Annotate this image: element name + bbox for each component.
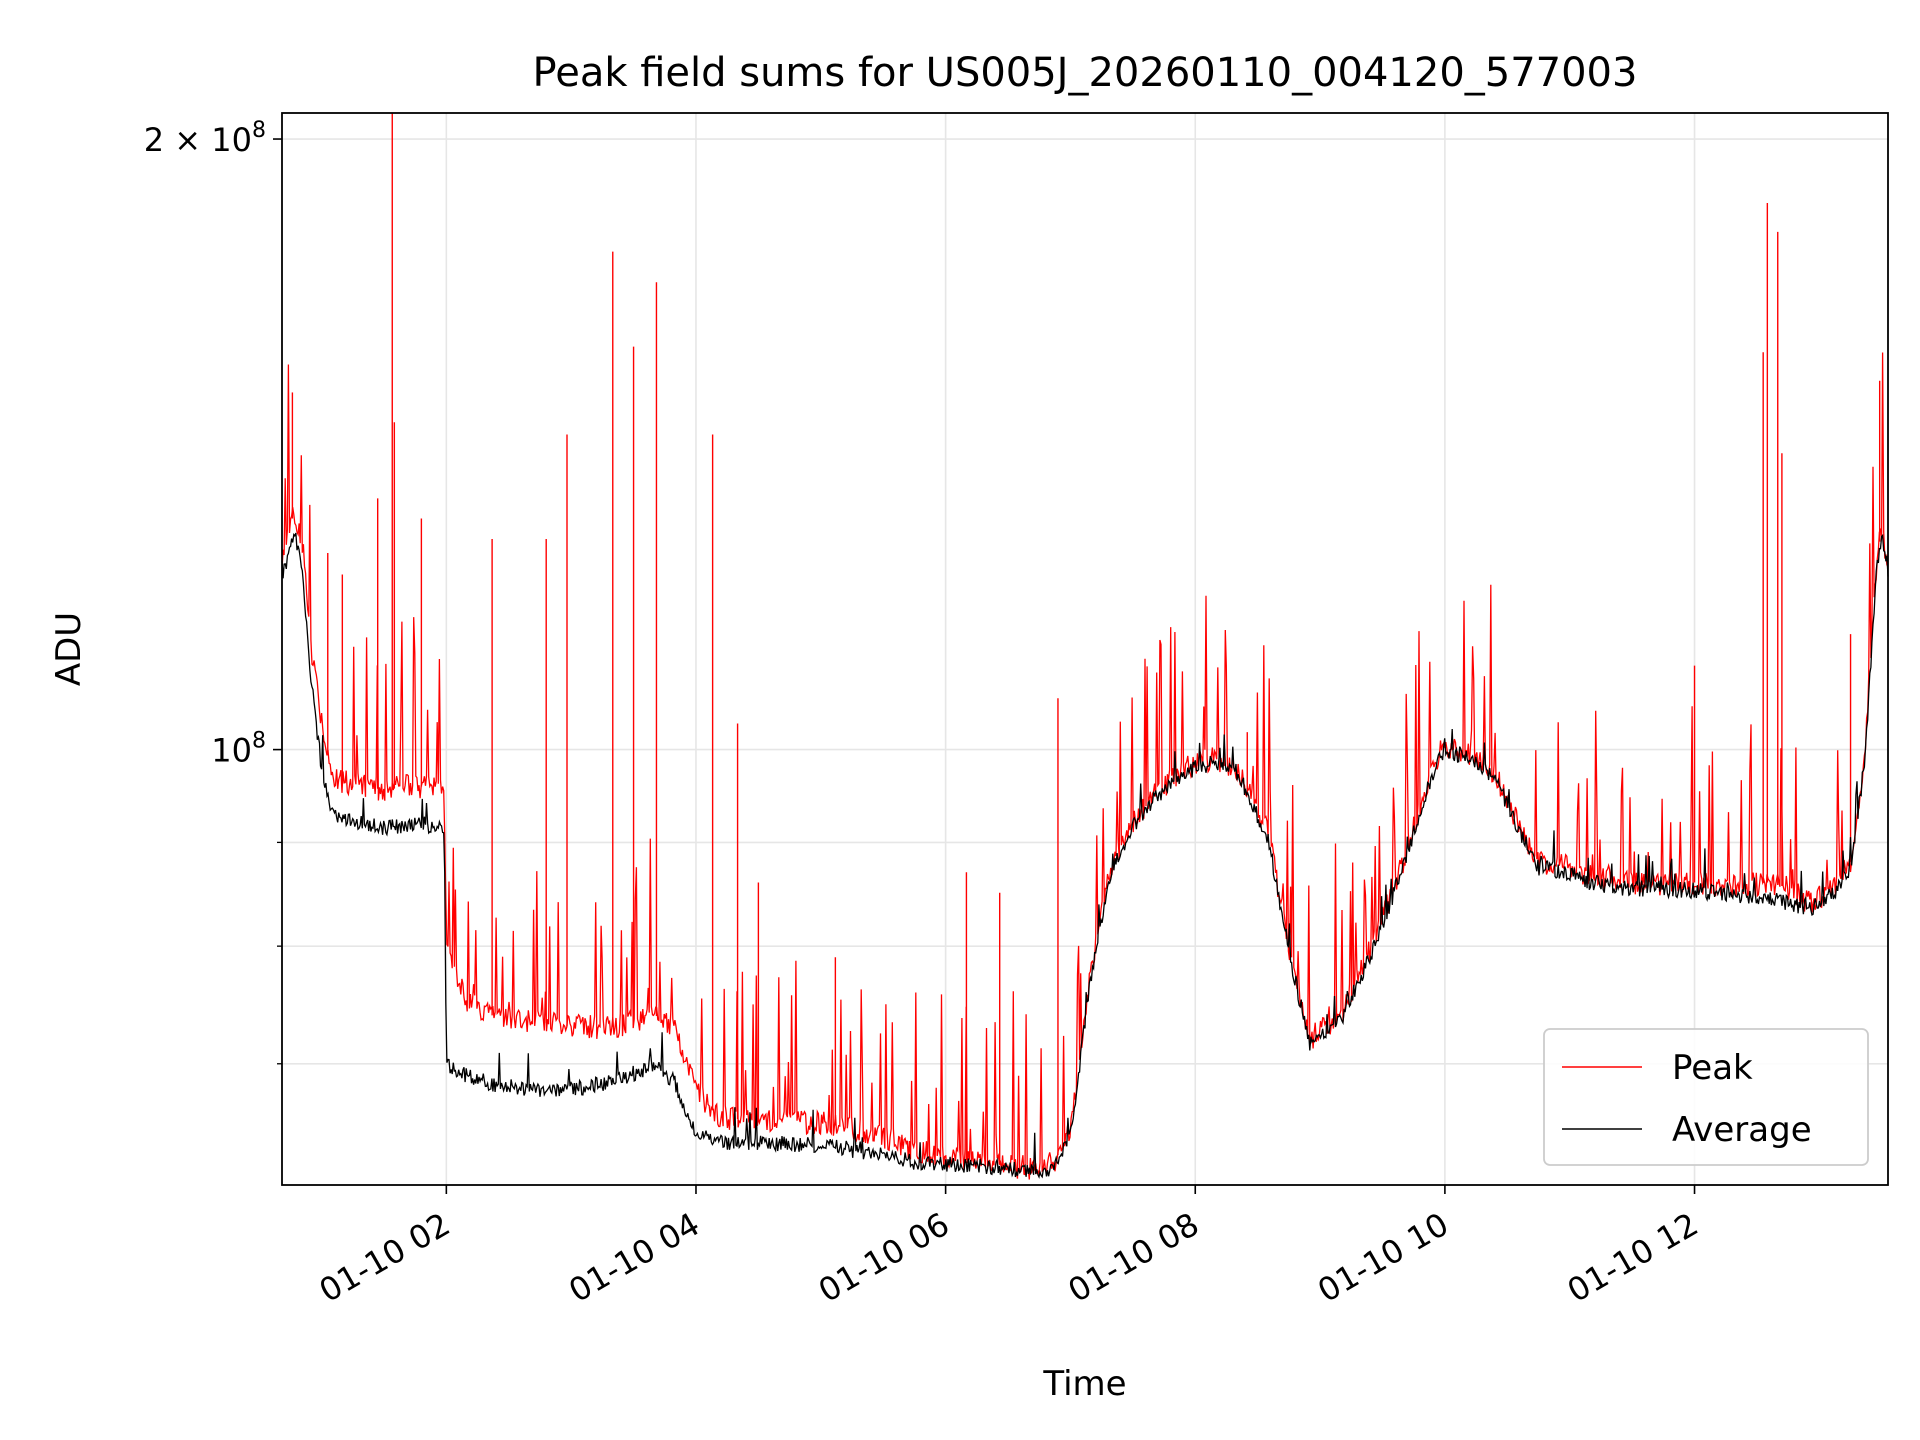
- x-axis-label: Time: [1042, 1364, 1126, 1404]
- legend-label: Average: [1672, 1110, 1812, 1150]
- legend-box: [1543, 1028, 1869, 1166]
- chart-title: Peak field sums for US005J_20260110_0041…: [533, 50, 1638, 96]
- legend-label: Peak: [1672, 1048, 1753, 1088]
- axes-frame: [281, 112, 1889, 1186]
- y-axis-label: ADU: [49, 612, 89, 686]
- y-tick-label: 108: [211, 729, 266, 770]
- plot-area: [282, 113, 1888, 1185]
- y-tick-label: 2 × 108: [144, 118, 266, 159]
- y-axis: 2 × 108 108: [144, 118, 282, 1065]
- series-layer: [281, 113, 1889, 1180]
- series-line-average: [281, 532, 1889, 1179]
- legend: Peak Average: [1543, 1028, 1869, 1166]
